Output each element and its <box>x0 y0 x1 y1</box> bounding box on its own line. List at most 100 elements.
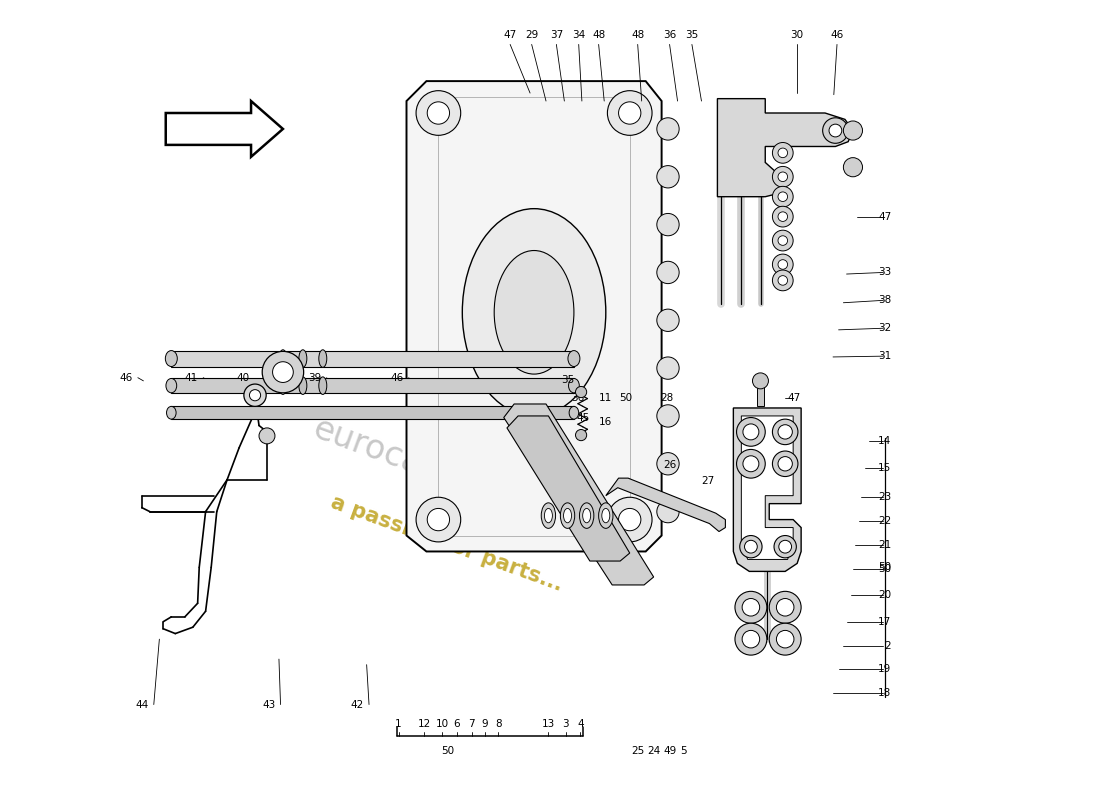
Circle shape <box>416 90 461 135</box>
Text: 44: 44 <box>135 699 149 710</box>
Bar <box>172 406 574 419</box>
Text: 25: 25 <box>631 746 645 756</box>
Circle shape <box>416 498 461 542</box>
Text: 24: 24 <box>647 746 660 756</box>
Circle shape <box>745 540 757 553</box>
Text: 11: 11 <box>600 394 613 403</box>
Circle shape <box>778 172 788 182</box>
Circle shape <box>657 357 679 379</box>
Text: 43: 43 <box>262 699 275 710</box>
Text: 14: 14 <box>878 437 891 446</box>
Circle shape <box>844 158 862 177</box>
Circle shape <box>778 148 788 158</box>
Text: 10: 10 <box>436 719 449 730</box>
Ellipse shape <box>299 350 307 367</box>
Circle shape <box>778 260 788 270</box>
Circle shape <box>657 262 679 284</box>
Ellipse shape <box>279 350 287 367</box>
Text: 38: 38 <box>878 295 891 306</box>
Ellipse shape <box>560 503 574 528</box>
Circle shape <box>769 591 801 623</box>
Circle shape <box>752 373 769 389</box>
Ellipse shape <box>569 378 580 393</box>
Ellipse shape <box>166 406 176 419</box>
Text: 9: 9 <box>482 719 488 730</box>
Text: 19: 19 <box>878 665 891 674</box>
Ellipse shape <box>462 209 606 416</box>
Circle shape <box>778 457 792 471</box>
Text: 31: 31 <box>878 351 891 361</box>
Circle shape <box>739 535 762 558</box>
Circle shape <box>742 630 760 648</box>
Circle shape <box>427 102 450 124</box>
Text: 29: 29 <box>525 30 538 40</box>
Circle shape <box>772 451 798 477</box>
Text: 47: 47 <box>504 30 517 40</box>
Circle shape <box>618 102 641 124</box>
Circle shape <box>829 124 842 137</box>
Circle shape <box>778 212 788 222</box>
Circle shape <box>657 166 679 188</box>
Text: 26: 26 <box>663 460 676 470</box>
Text: 28: 28 <box>661 394 674 403</box>
Text: 35: 35 <box>685 30 698 40</box>
Circle shape <box>777 630 794 648</box>
Circle shape <box>657 453 679 475</box>
Text: 27: 27 <box>701 476 715 486</box>
Ellipse shape <box>544 509 552 522</box>
Text: 45: 45 <box>576 413 590 422</box>
Text: 47: 47 <box>878 212 891 222</box>
Circle shape <box>742 456 759 472</box>
Ellipse shape <box>580 503 594 528</box>
Text: 35: 35 <box>561 375 574 385</box>
Polygon shape <box>504 404 653 585</box>
Polygon shape <box>407 81 661 551</box>
Text: 40: 40 <box>236 373 250 382</box>
Polygon shape <box>734 408 801 571</box>
Text: 32: 32 <box>878 323 891 334</box>
Polygon shape <box>507 416 629 561</box>
Circle shape <box>778 236 788 246</box>
Circle shape <box>657 501 679 522</box>
Circle shape <box>772 206 793 227</box>
Ellipse shape <box>279 377 287 394</box>
Ellipse shape <box>568 350 580 366</box>
Text: 21: 21 <box>878 540 891 550</box>
Bar <box>172 378 574 393</box>
Polygon shape <box>606 478 725 531</box>
Ellipse shape <box>598 503 613 528</box>
Circle shape <box>737 418 766 446</box>
Circle shape <box>772 419 798 445</box>
Ellipse shape <box>541 503 556 528</box>
Text: 39: 39 <box>308 373 321 382</box>
Circle shape <box>772 186 793 207</box>
Text: 3: 3 <box>562 719 570 730</box>
Text: 2: 2 <box>884 641 891 650</box>
Circle shape <box>737 450 766 478</box>
Text: 12: 12 <box>417 719 431 730</box>
Text: 17: 17 <box>878 617 891 626</box>
Text: 13: 13 <box>542 719 556 730</box>
Circle shape <box>769 623 801 655</box>
Text: 6: 6 <box>453 719 460 730</box>
Circle shape <box>244 384 266 406</box>
Text: 1: 1 <box>395 719 402 730</box>
Circle shape <box>575 386 586 398</box>
Text: 4: 4 <box>578 719 584 730</box>
Ellipse shape <box>583 509 591 522</box>
Text: 46: 46 <box>390 373 404 382</box>
Circle shape <box>823 118 848 143</box>
Text: 37: 37 <box>550 30 563 40</box>
Circle shape <box>657 214 679 236</box>
Circle shape <box>844 121 862 140</box>
Ellipse shape <box>165 350 177 366</box>
Text: 36: 36 <box>571 393 584 402</box>
Circle shape <box>657 309 679 331</box>
Bar <box>172 350 574 366</box>
Circle shape <box>618 509 641 530</box>
Text: 48: 48 <box>631 30 645 40</box>
Circle shape <box>258 428 275 444</box>
Text: 47: 47 <box>788 394 801 403</box>
Ellipse shape <box>602 509 609 522</box>
Text: 22: 22 <box>878 516 891 526</box>
